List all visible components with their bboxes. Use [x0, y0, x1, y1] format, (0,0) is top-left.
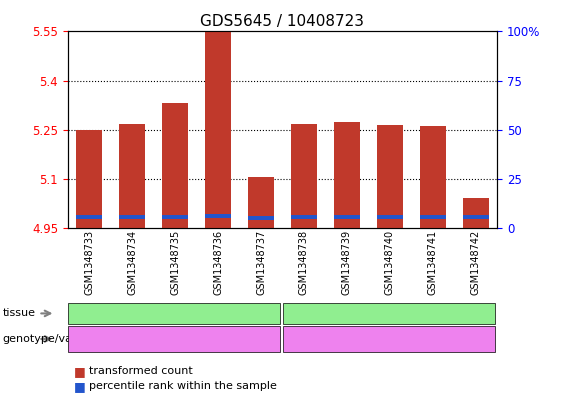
Bar — [119, 124, 145, 228]
Bar — [334, 121, 360, 228]
Bar — [248, 217, 274, 220]
Bar — [119, 215, 145, 219]
Text: GSM1348737: GSM1348737 — [256, 230, 266, 295]
Text: transformed count: transformed count — [89, 366, 193, 376]
Text: GSM1348735: GSM1348735 — [170, 230, 180, 295]
Title: GDS5645 / 10408723: GDS5645 / 10408723 — [201, 14, 364, 29]
Bar — [420, 126, 446, 228]
Text: ■: ■ — [73, 365, 85, 378]
Bar — [76, 130, 102, 228]
Text: ■: ■ — [73, 380, 85, 393]
Bar — [248, 177, 274, 228]
Bar — [162, 215, 188, 219]
Bar — [205, 32, 231, 228]
Bar — [162, 103, 188, 228]
Text: GSM1348740: GSM1348740 — [385, 230, 395, 295]
Bar — [463, 215, 489, 219]
Bar — [377, 215, 403, 219]
Bar — [291, 215, 317, 219]
Text: GSM1348736: GSM1348736 — [213, 230, 223, 295]
Text: GSM1348734: GSM1348734 — [127, 230, 137, 295]
Bar — [334, 215, 360, 219]
Text: Anaplastic Thyroid Carcinoma tumor: Anaplastic Thyroid Carcinoma tumor — [293, 309, 484, 318]
Text: TPOCreER; BrafV600E; p53 -/-: TPOCreER; BrafV600E; p53 -/- — [311, 334, 466, 344]
Text: Papillary Thyroid Carcinoma tumor: Papillary Thyroid Carcinoma tumor — [84, 309, 264, 318]
Text: tissue: tissue — [3, 309, 36, 318]
Text: GSM1348741: GSM1348741 — [428, 230, 438, 295]
Bar — [377, 125, 403, 228]
Text: TPOCreER; BrafV600E: TPOCreER; BrafV600E — [117, 334, 231, 344]
Bar — [463, 198, 489, 228]
Text: GSM1348733: GSM1348733 — [84, 230, 94, 295]
Text: percentile rank within the sample: percentile rank within the sample — [89, 381, 277, 391]
Text: GSM1348742: GSM1348742 — [471, 230, 481, 295]
Text: GSM1348738: GSM1348738 — [299, 230, 309, 295]
Bar — [420, 215, 446, 219]
Bar — [205, 214, 231, 218]
Bar — [291, 124, 317, 228]
Text: genotype/variation: genotype/variation — [3, 334, 109, 344]
Text: GSM1348739: GSM1348739 — [342, 230, 352, 295]
Bar — [76, 215, 102, 219]
